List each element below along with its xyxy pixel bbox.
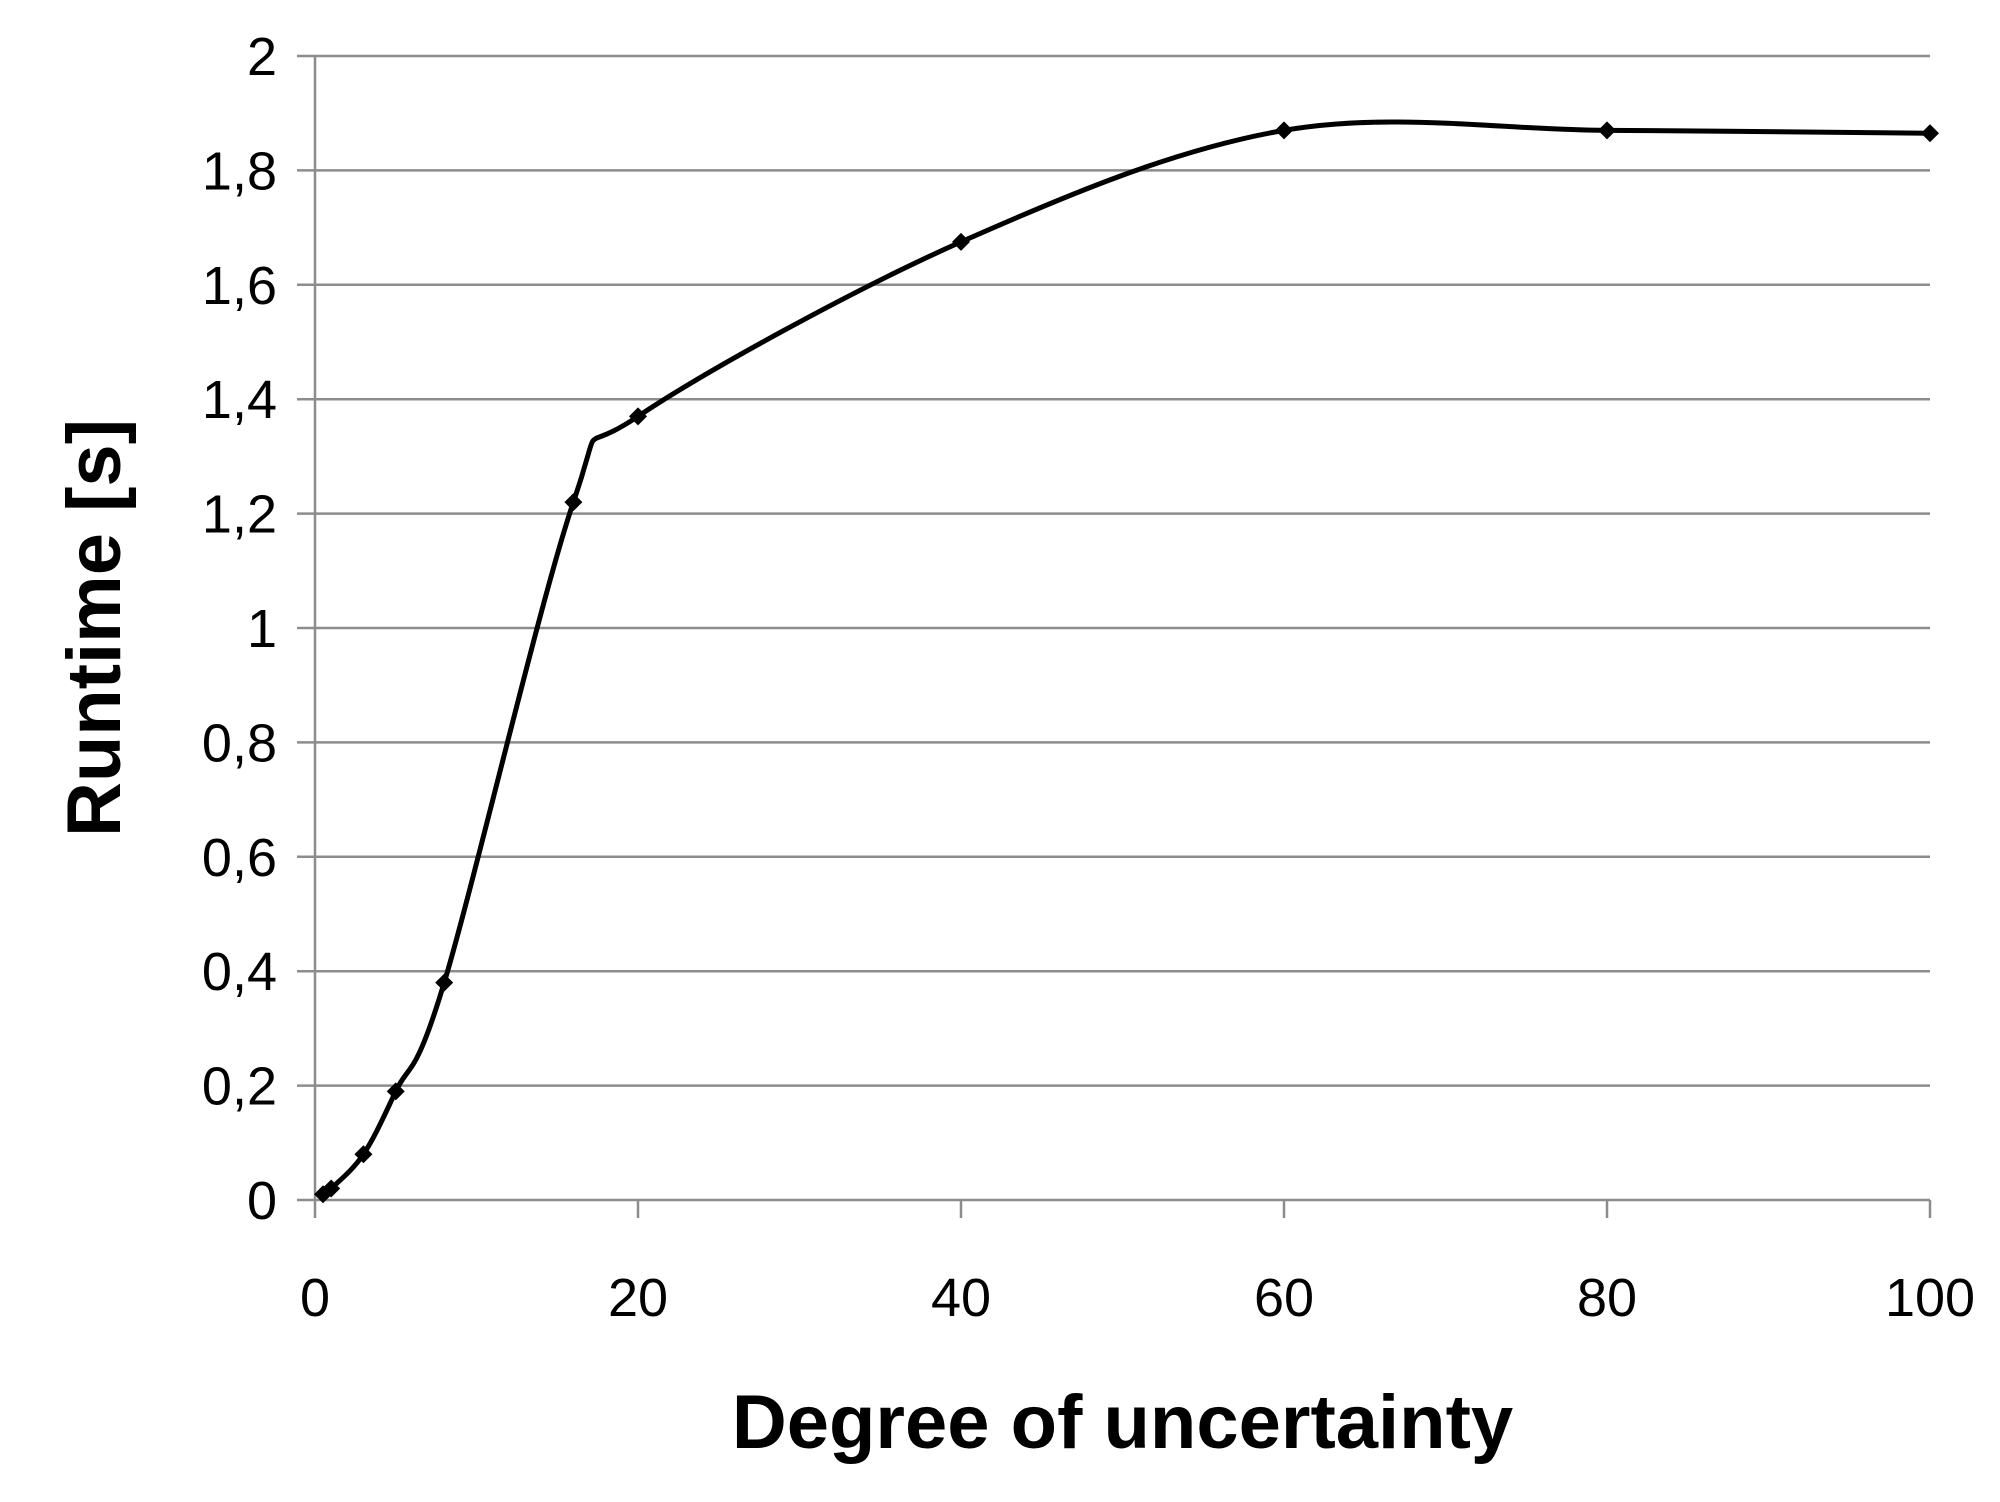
data-point-marker bbox=[322, 1179, 341, 1198]
data-series bbox=[314, 119, 1939, 1204]
y-tick-label: 1,2 bbox=[202, 485, 277, 545]
y-tick-label: 0,4 bbox=[202, 942, 277, 1002]
x-tick-label: 80 bbox=[1577, 1268, 1637, 1328]
x-axis-title: Degree of uncertainty bbox=[732, 1380, 1513, 1465]
data-point-marker bbox=[1598, 121, 1616, 140]
y-tick-label: 2 bbox=[247, 27, 277, 87]
y-tick-label: 1 bbox=[247, 599, 277, 659]
data-point-marker bbox=[629, 407, 647, 426]
data-point-marker bbox=[1921, 124, 1939, 143]
data-point-marker bbox=[386, 1082, 405, 1101]
x-tick-label: 20 bbox=[608, 1268, 668, 1328]
gridlines bbox=[297, 54, 1930, 1087]
series-line bbox=[320, 119, 1933, 1197]
x-tick-label: 0 bbox=[300, 1268, 330, 1328]
y-tick-label: 1,4 bbox=[202, 370, 277, 430]
x-tick-label: 40 bbox=[931, 1268, 991, 1328]
y-tick-label: 0,2 bbox=[202, 1057, 277, 1117]
data-point-marker bbox=[1275, 121, 1293, 140]
data-point-marker bbox=[564, 493, 583, 512]
y-axis-title: Runtime [s] bbox=[52, 419, 137, 837]
y-tick-label: 0,6 bbox=[202, 828, 277, 888]
y-tick-label: 1,6 bbox=[202, 256, 277, 316]
data-point-marker bbox=[435, 973, 454, 992]
y-tick-label: 1,8 bbox=[202, 141, 277, 201]
y-tick-label: 0 bbox=[247, 1171, 277, 1231]
data-point-marker bbox=[952, 232, 970, 251]
axes bbox=[297, 56, 1932, 1218]
x-tick-label: 100 bbox=[1885, 1268, 1975, 1328]
x-tick-label: 60 bbox=[1254, 1268, 1314, 1328]
data-point-marker bbox=[354, 1145, 373, 1164]
y-tick-label: 0,8 bbox=[202, 713, 277, 773]
tick-labels: 00,20,40,60,811,21,41,61,820 20 40 60 80 100 bbox=[202, 27, 1975, 1328]
